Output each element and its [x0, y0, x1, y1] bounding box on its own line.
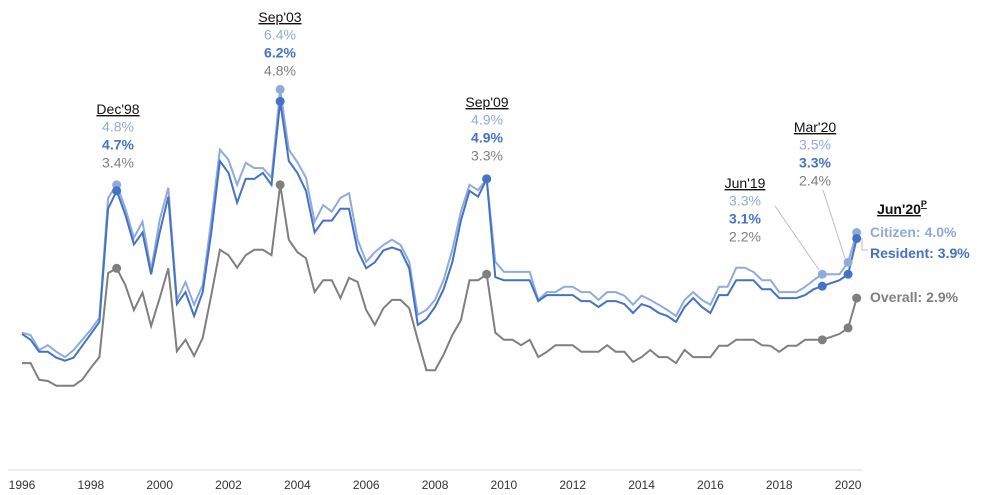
value-label: 4.8%	[102, 119, 134, 135]
value-label: 2.2%	[729, 229, 761, 245]
annotation-header: Sep'03	[258, 9, 301, 25]
leader-line	[822, 189, 846, 259]
point-marker	[817, 281, 827, 291]
value-label: 3.4%	[102, 155, 134, 171]
leader-line	[774, 205, 820, 271]
x-tick-label: 2006	[353, 478, 380, 492]
value-label: 4.9%	[471, 130, 503, 146]
series-name: Resident:	[870, 245, 934, 261]
x-tick-label: 2016	[697, 478, 724, 492]
point-marker	[482, 269, 492, 279]
annotation-header: Dec'98	[96, 101, 139, 117]
value-label: 4.0%	[925, 224, 957, 240]
x-tick-label: 2000	[146, 478, 173, 492]
end-label: Resident: 3.9%	[870, 245, 970, 261]
bracket	[861, 238, 868, 251]
x-tick-label: 2010	[491, 478, 518, 492]
series-line	[21, 101, 858, 362]
value-label: 6.2%	[264, 45, 296, 61]
end-label: Overall: 2.9%	[870, 289, 959, 305]
value-label: 6.4%	[264, 27, 296, 43]
annotation-text: Sep'09	[465, 94, 508, 110]
x-tick-label: 2012	[559, 478, 586, 492]
x-tick-label: 2002	[215, 478, 242, 492]
value-label: 4.7%	[102, 137, 134, 153]
point-marker	[817, 335, 827, 345]
value-label: 3.5%	[799, 137, 831, 153]
value-label: 3.9%	[938, 245, 970, 261]
point-marker	[843, 269, 853, 279]
x-tick-label: 2018	[766, 478, 793, 492]
point-marker	[482, 174, 492, 184]
annotation-text: Jun'19	[725, 175, 766, 191]
annotation-text: Dec'98	[96, 101, 139, 117]
value-label: 3.3%	[729, 193, 761, 209]
annotation-header: Sep'09	[465, 94, 508, 110]
annotation-text: Mar'20	[794, 119, 837, 135]
x-tick-label: 1996	[9, 478, 36, 492]
point-marker	[843, 257, 853, 267]
series-name: Citizen:	[870, 224, 921, 240]
point-marker	[852, 293, 862, 303]
series-line	[22, 184, 858, 387]
end-label: Citizen: 4.0%	[870, 224, 957, 240]
x-tick-label: 2004	[284, 478, 311, 492]
annotation-superscript: P	[921, 199, 927, 209]
x-tick-label: 2008	[422, 478, 449, 492]
annotation-header: Jun'20P	[877, 199, 927, 216]
point-marker	[275, 180, 285, 190]
point-marker	[852, 233, 862, 243]
point-marker	[843, 323, 853, 333]
point-marker	[112, 186, 122, 196]
value-label: 3.1%	[729, 211, 761, 227]
point-marker	[275, 96, 285, 106]
annotation-header: Mar'20	[794, 119, 837, 135]
value-label: 3.3%	[471, 148, 503, 164]
value-label: 2.9%	[926, 289, 958, 305]
point-marker	[817, 269, 827, 279]
x-tick-label: 2020	[835, 478, 862, 492]
value-label: 4.8%	[264, 63, 296, 79]
series-line	[21, 89, 858, 359]
point-marker	[112, 263, 122, 273]
series-name: Overall:	[870, 289, 922, 305]
annotation-header: Jun'19	[725, 175, 766, 191]
annotation-text: Jun'20	[877, 201, 921, 217]
point-marker	[275, 84, 285, 94]
value-label: 3.3%	[799, 155, 831, 171]
x-tick-label: 1998	[77, 478, 104, 492]
value-label: 4.9%	[471, 112, 503, 128]
annotation-text: Sep'03	[258, 9, 301, 25]
value-label: 2.4%	[799, 173, 831, 189]
x-tick-label: 2014	[628, 478, 655, 492]
